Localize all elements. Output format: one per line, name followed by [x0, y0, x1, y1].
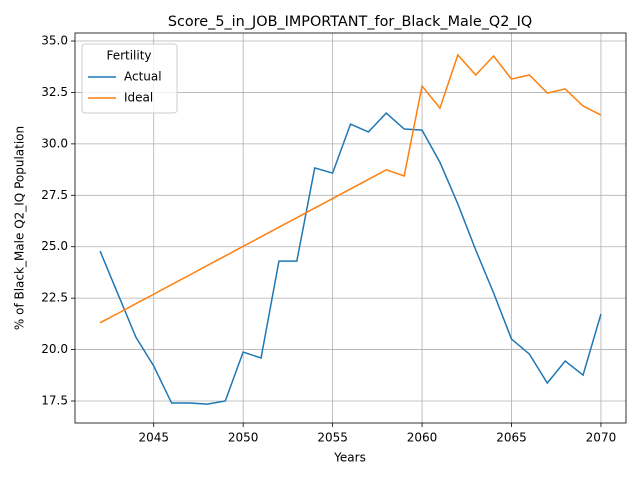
legend-label: Ideal [124, 91, 153, 105]
x-tick-label: 2065 [496, 431, 527, 445]
legend-label: Actual [124, 70, 162, 84]
legend-box [81, 43, 178, 114]
y-tick-label: 30.0 [41, 136, 68, 150]
y-tick-label: 32.5 [41, 85, 68, 99]
legend-title: Fertility [106, 49, 151, 63]
y-tick-label: 25.0 [41, 239, 68, 253]
y-tick-label: 22.5 [41, 291, 68, 305]
x-axis-label: Years [333, 451, 366, 465]
y-tick-label: 35.0 [41, 34, 68, 48]
x-tick-label: 2070 [586, 431, 617, 445]
line-series [99, 53, 602, 324]
y-tick-label: 20.0 [41, 342, 68, 356]
x-tick-label: 2045 [138, 431, 169, 445]
x-tick-label: 2055 [317, 431, 348, 445]
y-axis-label: % of Black_Male Q2_IQ Population [13, 126, 27, 330]
y-tick-label: 17.5 [41, 393, 68, 407]
plot-frame [74, 32, 627, 424]
x-tick-label: 2060 [407, 431, 438, 445]
chart-title: Score_5_in_JOB_IMPORTANT_for_Black_Male_… [168, 14, 532, 30]
line-series [99, 111, 602, 405]
x-tick-label: 2050 [228, 431, 259, 445]
y-tick-label: 27.5 [41, 188, 68, 202]
